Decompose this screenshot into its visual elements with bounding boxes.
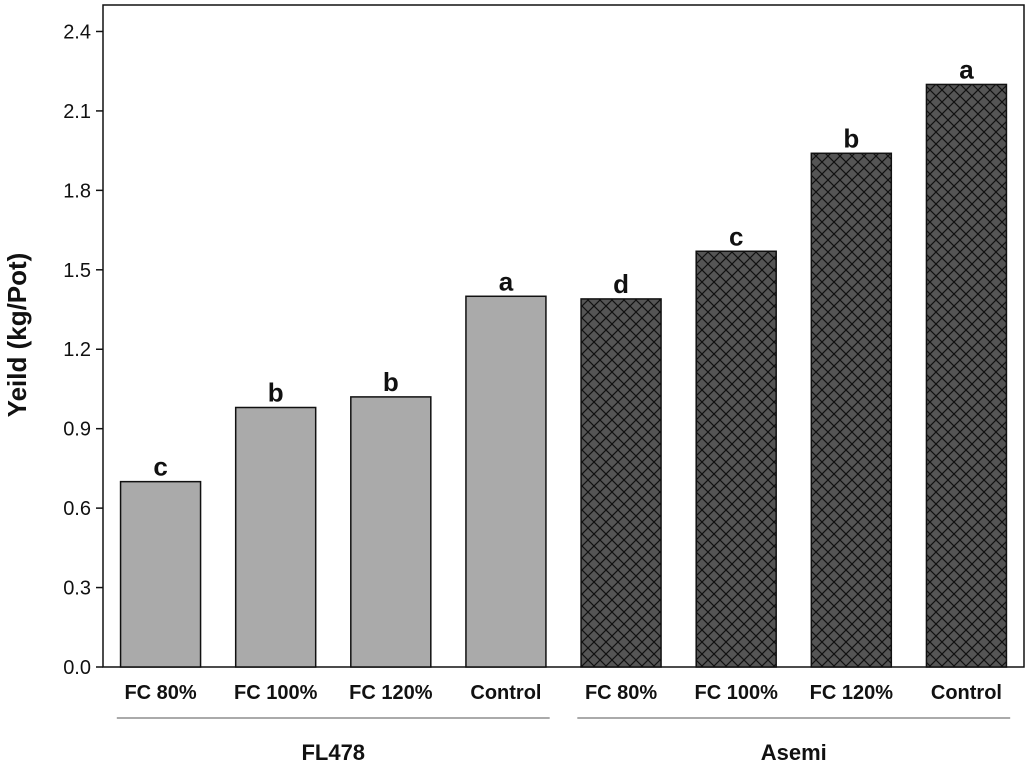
bar-asemi-2 xyxy=(810,152,893,668)
bar-asemi-0 xyxy=(580,298,662,668)
x-tick-label: FC 100% xyxy=(695,682,779,704)
group-label-asemi: Asemi xyxy=(761,740,827,764)
bar-asemi-3 xyxy=(925,83,1008,668)
y-tick-label: 0.9 xyxy=(63,419,91,441)
x-tick-label: Control xyxy=(931,682,1002,704)
y-tick-label: 0.0 xyxy=(63,657,91,679)
y-tick-label: 1.5 xyxy=(63,260,91,282)
x-axis: FC 80% FC 100% FC 120% Control FL478 FC 80% FC… xyxy=(116,682,1011,764)
bar-fl478-3 xyxy=(465,295,547,668)
significance-letter: c xyxy=(729,221,743,251)
y-tick-label: 0.3 xyxy=(63,578,91,600)
y-axis-label: Yeild (kg/Pot) xyxy=(2,253,32,418)
y-tick-label: 2.4 xyxy=(63,21,91,43)
y-tick-label: 0.6 xyxy=(63,498,91,520)
group-label-fl478: FL478 xyxy=(301,740,365,764)
x-tick-label: FC 80% xyxy=(124,682,196,704)
significance-letter: d xyxy=(613,269,629,299)
bar-asemi-1 xyxy=(695,250,777,668)
y-tick-label: 1.8 xyxy=(63,180,91,202)
y-tick-label: 1.2 xyxy=(63,339,91,361)
x-tick-label: FC 120% xyxy=(349,682,433,704)
y-tick-label: 2.1 xyxy=(63,101,91,123)
significance-letter: b xyxy=(383,367,399,397)
plot-frame xyxy=(102,4,1025,668)
significance-letter: a xyxy=(959,54,974,84)
x-tick-label: FC 120% xyxy=(810,682,894,704)
significance-letter: b xyxy=(843,123,859,153)
significance-letter: c xyxy=(153,452,167,482)
x-tick-label: FC 80% xyxy=(585,682,657,704)
bars: c b b a d c b a xyxy=(119,54,1008,668)
plot-border xyxy=(102,4,1025,668)
bar-fl478-2 xyxy=(350,396,432,668)
bar-fl478-1 xyxy=(234,406,317,668)
y-axis: 0.0 0.3 0.6 0.9 1.2 1.5 1.8 2.1 2.4 xyxy=(63,21,103,679)
x-tick-label: FC 100% xyxy=(234,682,318,704)
significance-letter: a xyxy=(499,266,514,296)
significance-letter: b xyxy=(268,377,284,407)
bar-fl478-0 xyxy=(119,480,202,668)
x-tick-label: Control xyxy=(470,682,541,704)
